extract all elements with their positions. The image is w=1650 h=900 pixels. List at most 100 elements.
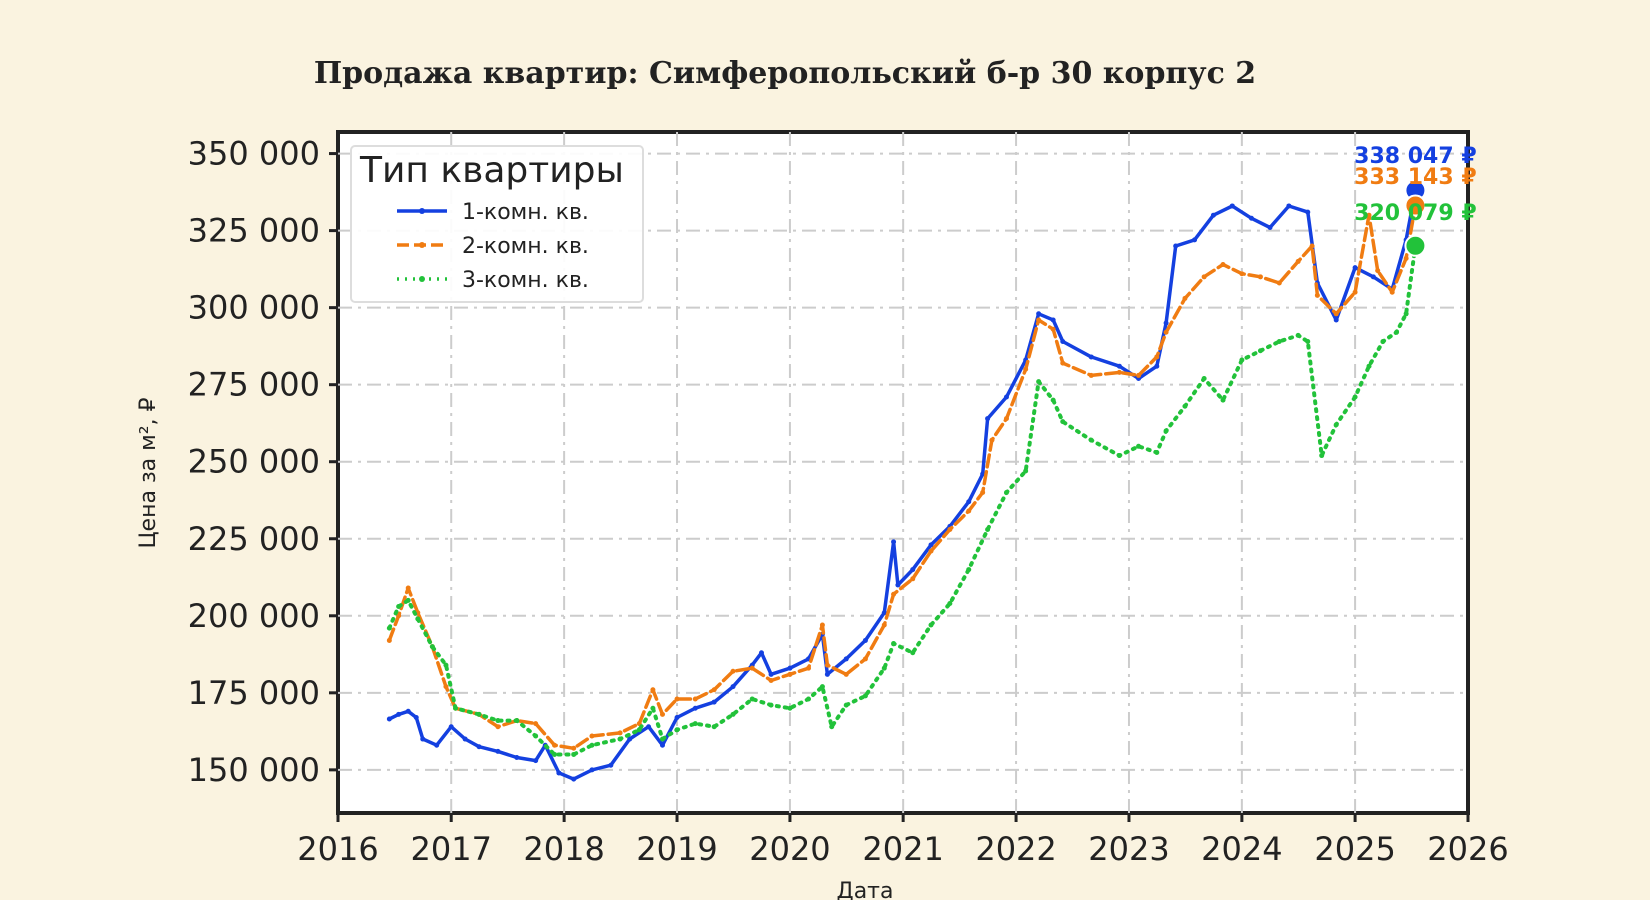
data-point bbox=[1088, 372, 1094, 378]
data-point bbox=[985, 416, 991, 422]
data-point bbox=[1201, 376, 1207, 382]
data-point bbox=[1182, 403, 1188, 409]
data-point bbox=[1319, 453, 1325, 459]
end-markers: 338 047 ₽333 143 ₽ 320 079 ₽ bbox=[1354, 144, 1477, 257]
data-point bbox=[552, 742, 558, 748]
data-point bbox=[495, 718, 501, 724]
data-point bbox=[1309, 243, 1315, 249]
data-point bbox=[1192, 237, 1198, 243]
data-point bbox=[862, 656, 868, 662]
data-point bbox=[843, 656, 849, 662]
data-point bbox=[659, 742, 665, 748]
data-point bbox=[1276, 339, 1282, 345]
x-tick-label: 2025 bbox=[1314, 830, 1395, 868]
data-point bbox=[495, 748, 501, 754]
y-tick-label: 275 000 bbox=[188, 366, 320, 404]
data-point bbox=[1050, 326, 1056, 332]
end-value-label: 333 143 ₽ bbox=[1354, 165, 1476, 190]
data-point bbox=[1154, 449, 1160, 455]
data-point bbox=[1210, 212, 1216, 218]
data-point bbox=[1060, 360, 1066, 366]
data-point bbox=[514, 755, 520, 761]
data-point bbox=[396, 613, 402, 619]
data-point bbox=[1257, 274, 1263, 280]
data-point bbox=[1239, 271, 1245, 277]
data-point bbox=[617, 736, 623, 742]
data-point bbox=[1366, 363, 1372, 369]
data-point bbox=[1403, 311, 1409, 317]
data-point bbox=[805, 665, 811, 671]
data-point bbox=[533, 758, 539, 764]
data-point bbox=[617, 730, 623, 736]
data-point bbox=[1036, 317, 1042, 323]
data-point bbox=[881, 610, 887, 616]
data-point bbox=[386, 637, 392, 643]
data-point bbox=[448, 724, 454, 730]
data-point bbox=[659, 736, 665, 742]
x-tick-label: 2023 bbox=[1088, 830, 1169, 868]
data-point bbox=[589, 767, 595, 773]
data-point bbox=[1220, 262, 1226, 268]
data-point bbox=[980, 471, 986, 477]
data-point bbox=[674, 696, 680, 702]
data-point bbox=[1003, 490, 1009, 496]
data-point bbox=[1036, 311, 1042, 317]
data-point bbox=[589, 742, 595, 748]
y-tick-label: 325 000 bbox=[188, 212, 320, 250]
data-point bbox=[1305, 209, 1311, 215]
data-point bbox=[1036, 379, 1042, 385]
data-point bbox=[730, 668, 736, 674]
data-point bbox=[758, 650, 764, 656]
y-tick-label: 225 000 bbox=[188, 520, 320, 558]
data-point bbox=[1003, 416, 1009, 422]
data-point bbox=[476, 711, 482, 717]
legend-swatch-marker bbox=[419, 276, 425, 282]
data-point bbox=[1403, 255, 1409, 261]
data-point bbox=[1116, 369, 1122, 375]
data-point bbox=[749, 665, 755, 671]
data-point bbox=[805, 696, 811, 702]
data-point bbox=[608, 762, 614, 768]
data-point bbox=[1276, 280, 1282, 286]
data-point bbox=[1050, 397, 1056, 403]
data-point bbox=[966, 508, 972, 514]
data-point bbox=[1201, 274, 1207, 280]
data-point bbox=[1394, 329, 1400, 335]
data-point bbox=[1136, 372, 1142, 378]
data-point bbox=[928, 542, 934, 548]
data-point bbox=[571, 751, 577, 757]
data-point bbox=[571, 745, 577, 751]
data-point bbox=[749, 696, 755, 702]
data-point bbox=[730, 711, 736, 717]
data-point bbox=[819, 684, 825, 690]
data-point bbox=[1060, 419, 1066, 425]
data-point bbox=[1163, 428, 1169, 434]
data-point bbox=[415, 616, 421, 622]
data-point bbox=[1352, 394, 1358, 400]
data-point bbox=[1352, 289, 1358, 295]
data-point bbox=[910, 567, 916, 573]
data-point bbox=[1023, 366, 1029, 372]
data-point bbox=[1060, 339, 1066, 345]
data-point bbox=[824, 662, 830, 668]
data-point bbox=[646, 724, 652, 730]
data-point bbox=[989, 437, 995, 443]
legend-box bbox=[350, 145, 644, 303]
legend: Тип квартиры 1-комн. кв. 2-комн. кв. 3-комн… bbox=[350, 145, 644, 303]
data-point bbox=[1003, 394, 1009, 400]
legend-title: Тип квартиры bbox=[359, 150, 624, 191]
data-point bbox=[862, 693, 868, 699]
data-point bbox=[674, 727, 680, 733]
chart-title: Продажа квартир: Симферопольский б-р 30 … bbox=[314, 56, 1256, 91]
data-point bbox=[1229, 203, 1235, 209]
data-point bbox=[386, 625, 392, 631]
data-point bbox=[966, 499, 972, 505]
x-tick-label: 2018 bbox=[523, 830, 604, 868]
data-point bbox=[514, 718, 520, 724]
data-point bbox=[1050, 317, 1056, 323]
series-layer bbox=[386, 187, 1418, 782]
data-point bbox=[413, 714, 419, 720]
data-point bbox=[1333, 311, 1339, 317]
data-point bbox=[1163, 329, 1169, 335]
legend-entry-label: 3-комн. кв. bbox=[462, 268, 589, 293]
